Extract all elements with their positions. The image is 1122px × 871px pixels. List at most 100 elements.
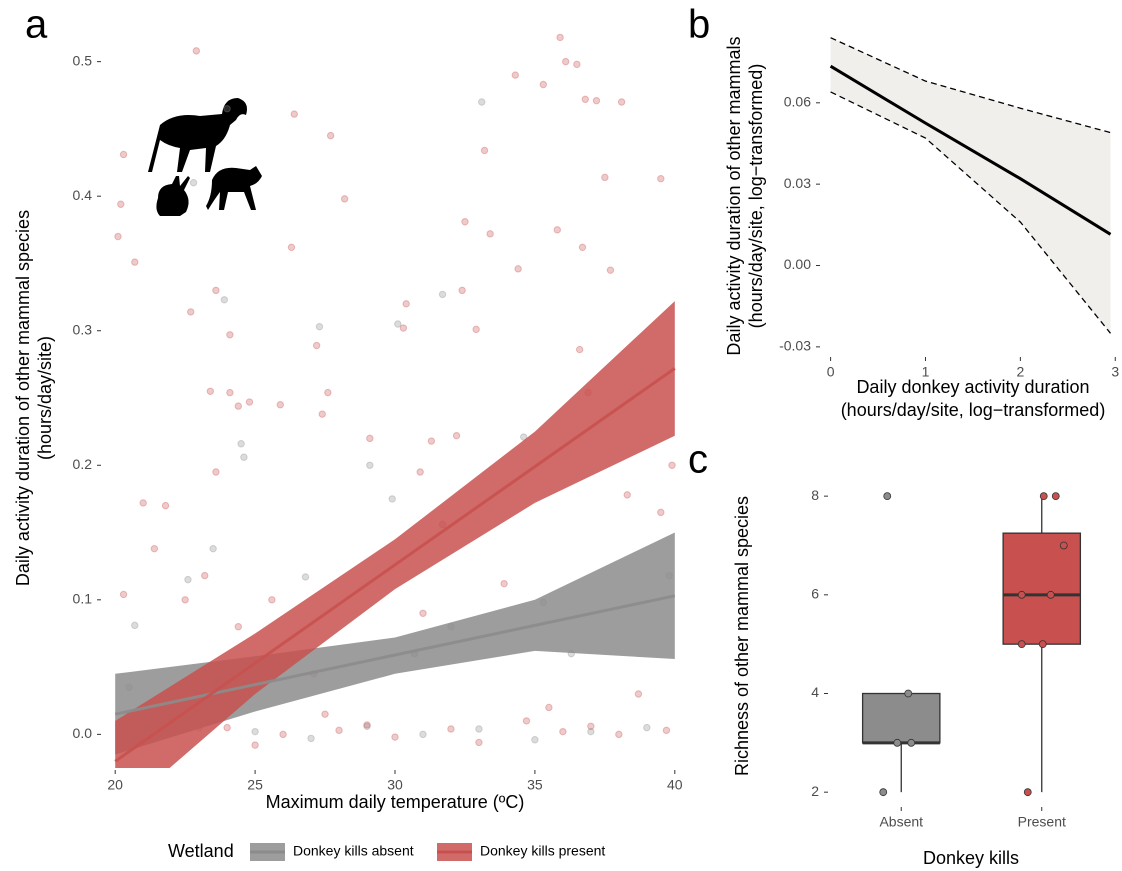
point xyxy=(193,48,199,54)
point xyxy=(481,147,487,153)
point xyxy=(1047,591,1054,598)
y-tick-label: 0.0 xyxy=(73,725,93,741)
point xyxy=(557,34,563,40)
point xyxy=(476,726,482,732)
point xyxy=(269,597,275,603)
point xyxy=(546,704,552,710)
point xyxy=(325,389,331,395)
y-axis-title: Daily activity duration of other mammals xyxy=(724,36,744,355)
point xyxy=(880,789,887,796)
point xyxy=(532,737,538,743)
point xyxy=(420,731,426,737)
point xyxy=(884,493,891,500)
box xyxy=(1003,533,1080,644)
y-tick-label: 4 xyxy=(811,684,819,700)
y-axis-title: Richness of other mammal species xyxy=(732,496,752,776)
point xyxy=(336,727,342,733)
box xyxy=(863,693,940,742)
point xyxy=(576,346,582,352)
point xyxy=(341,196,347,202)
point xyxy=(115,233,121,239)
figure: a b c Maximum daily temperature (ºC) Dai… xyxy=(0,0,1122,871)
point xyxy=(635,691,641,697)
point xyxy=(669,462,675,468)
x-axis-title: Maximum daily temperature (ºC) xyxy=(266,792,525,812)
panel-letter: b xyxy=(688,3,710,47)
point xyxy=(140,500,146,506)
point xyxy=(291,111,297,117)
point xyxy=(417,469,423,475)
point xyxy=(658,175,664,181)
point xyxy=(624,492,630,498)
point xyxy=(602,174,608,180)
point xyxy=(202,572,208,578)
point xyxy=(894,739,901,746)
point xyxy=(327,132,333,138)
y-tick-label: 2 xyxy=(811,783,819,799)
point xyxy=(319,411,325,417)
point xyxy=(479,99,485,105)
x-tick-label: 2 xyxy=(1016,364,1024,380)
point xyxy=(554,227,560,233)
point xyxy=(277,402,283,408)
point xyxy=(512,72,518,78)
x-tick-label: 40 xyxy=(667,777,683,793)
point xyxy=(453,432,459,438)
y-tick-label: 0.4 xyxy=(73,187,93,203)
point xyxy=(395,321,401,327)
point xyxy=(1018,641,1025,648)
point xyxy=(389,496,395,502)
point xyxy=(252,728,258,734)
point xyxy=(540,81,546,87)
y-tick-label: 0.03 xyxy=(784,175,811,191)
point xyxy=(227,332,233,338)
point xyxy=(560,728,566,734)
point xyxy=(473,326,479,332)
x-tick-label: Absent xyxy=(879,814,923,830)
point xyxy=(235,624,241,630)
point xyxy=(213,287,219,293)
legend-label: Donkey kills absent xyxy=(293,843,414,859)
x-axis-title: (hours/day/site, log−transformed) xyxy=(841,400,1106,420)
y-tick-label: -0.03 xyxy=(779,338,811,354)
point xyxy=(644,724,650,730)
confidence-band xyxy=(831,38,1111,334)
point xyxy=(190,180,196,186)
point xyxy=(1060,542,1067,549)
y-tick-label: 0.2 xyxy=(73,456,93,472)
point xyxy=(185,576,191,582)
point xyxy=(588,723,594,729)
y-axis-title: Daily activity duration of other mammal … xyxy=(13,210,33,586)
point xyxy=(403,301,409,307)
point xyxy=(280,731,286,737)
point xyxy=(448,726,454,732)
point xyxy=(501,580,507,586)
y-tick-label: 0.3 xyxy=(73,321,93,337)
point xyxy=(182,597,188,603)
point xyxy=(1018,591,1025,598)
point xyxy=(241,454,247,460)
point xyxy=(593,97,599,103)
point xyxy=(210,545,216,551)
y-axis-title: (hours/day/site, log−transformed) xyxy=(746,64,766,329)
point xyxy=(616,731,622,737)
point xyxy=(618,99,624,105)
point xyxy=(118,201,124,207)
point xyxy=(120,591,126,597)
legend-label: Donkey kills present xyxy=(480,843,605,859)
point xyxy=(246,399,252,405)
point xyxy=(1052,493,1059,500)
point xyxy=(367,435,373,441)
silhouettes xyxy=(148,98,262,216)
y-tick-label: 0.00 xyxy=(784,256,811,272)
point xyxy=(392,734,398,740)
point xyxy=(224,106,230,112)
point xyxy=(235,403,241,409)
x-tick-label: 35 xyxy=(527,777,543,793)
panel-letter: a xyxy=(25,3,48,47)
point xyxy=(462,219,468,225)
point xyxy=(132,622,138,628)
point xyxy=(908,739,915,746)
point xyxy=(607,267,613,273)
plot-area xyxy=(115,34,675,815)
